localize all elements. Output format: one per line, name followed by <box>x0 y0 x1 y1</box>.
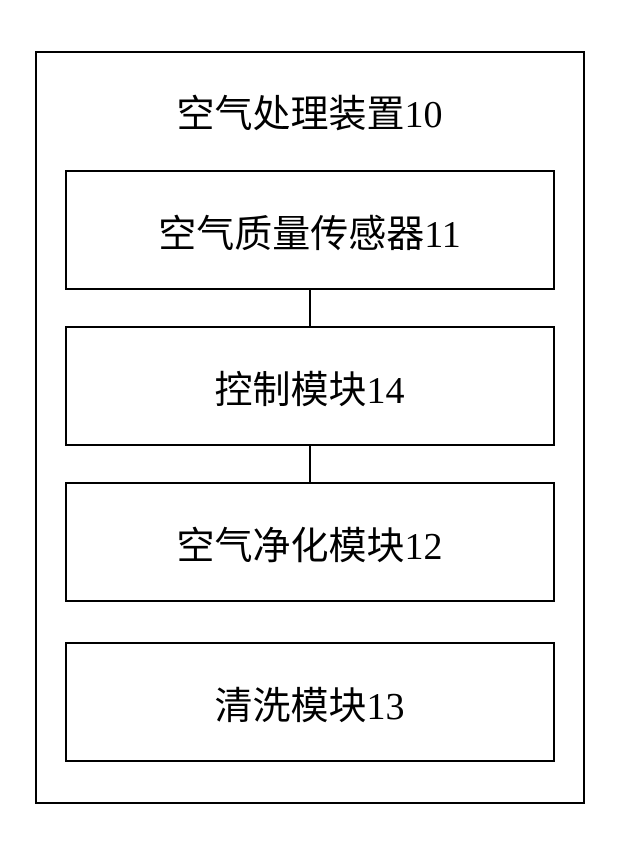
module-box-sensor: 空气质量传感器11 <box>65 170 555 290</box>
module-label: 控制模块14 <box>214 359 404 414</box>
module-label: 空气质量传感器11 <box>158 203 461 258</box>
connector-1-2 <box>309 290 311 326</box>
module-box-clean: 清洗模块13 <box>65 642 555 762</box>
module-label: 清洗模块13 <box>214 675 404 730</box>
module-box-control: 控制模块14 <box>65 326 555 446</box>
module-box-purify: 空气净化模块12 <box>65 482 555 602</box>
diagram-title: 空气处理装置10 <box>176 83 442 138</box>
outer-container: 空气处理装置10 空气质量传感器11 控制模块14 空气净化模块12 清洗模块1… <box>35 51 585 804</box>
module-label: 空气净化模块12 <box>176 515 442 570</box>
connector-2-3 <box>309 446 311 482</box>
